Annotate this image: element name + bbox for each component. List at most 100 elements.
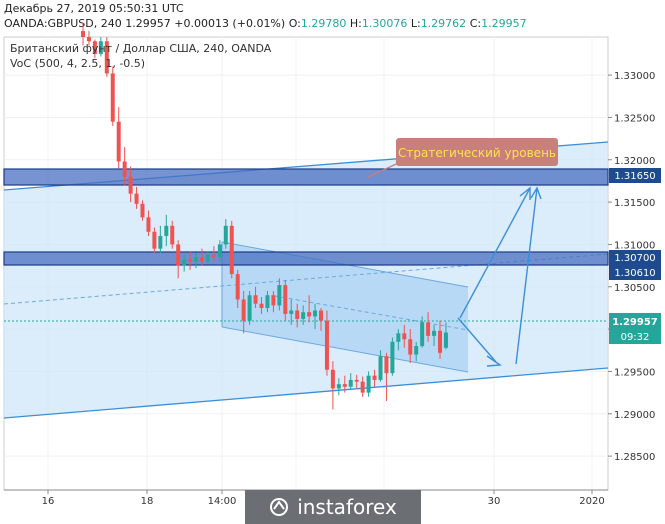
candle <box>336 378 341 396</box>
candle-body <box>86 37 91 42</box>
strategic-level-zone <box>3 168 609 186</box>
candle <box>438 320 442 359</box>
support-level-zone <box>3 251 609 266</box>
badge-countdown <box>609 329 661 344</box>
candle-body <box>443 332 448 348</box>
candle <box>348 373 353 391</box>
candle <box>390 337 395 376</box>
candle <box>324 310 329 376</box>
y-tick-label: 1.29500 <box>614 367 655 378</box>
candle <box>253 286 258 308</box>
candle <box>217 240 222 262</box>
candle <box>378 350 383 382</box>
candle <box>354 374 359 389</box>
candle-body <box>98 41 103 54</box>
candle <box>152 227 157 253</box>
x-tick-label: 16 <box>42 496 55 507</box>
open-label: O: <box>288 17 301 30</box>
candle-body <box>110 73 115 122</box>
x-tick-label: 18 <box>141 496 154 507</box>
badge-level-mid-top-text: 1.30700 <box>614 253 655 264</box>
candles-layer <box>81 22 448 410</box>
forecast-arrowhead-down <box>486 355 503 367</box>
candle-body <box>241 299 246 321</box>
candle <box>408 329 413 363</box>
candle-body <box>301 312 306 319</box>
candle-body <box>229 225 234 275</box>
badge-level-mid-top <box>609 250 661 265</box>
candle-body <box>205 254 210 262</box>
candle-body <box>170 225 175 245</box>
candle <box>289 299 294 325</box>
y-tick-label: 1.32000 <box>614 156 655 167</box>
y-tick-label: 1.29000 <box>614 410 655 421</box>
y-tick-label: 1.31000 <box>614 240 655 251</box>
candle-body <box>360 381 365 393</box>
candle <box>301 305 306 325</box>
candle-body <box>283 285 288 314</box>
symbol-label: OANDA:GBPUSD, 240 <box>4 17 122 30</box>
low-label: L: <box>410 17 421 30</box>
y-tick-label: 1.31500 <box>614 198 655 209</box>
candle-body <box>319 310 323 321</box>
candle-body <box>336 384 341 389</box>
instaforex-watermark: instaforex <box>245 490 421 524</box>
candle-body <box>402 333 407 340</box>
annotation-text: Стратегический уровень <box>398 146 556 160</box>
candle <box>307 295 312 323</box>
candle <box>182 254 187 272</box>
x-tick-label: 14:00 <box>208 496 237 507</box>
candle <box>414 341 419 362</box>
candle <box>384 352 389 402</box>
forecast-arrowhead-up-1 <box>519 186 531 200</box>
candle <box>319 307 323 331</box>
annotation-box <box>396 138 558 166</box>
chart-header: Декабрь 27, 2019 05:50:31 UTC OANDA:GBPU… <box>0 0 665 36</box>
candle-body <box>223 225 228 245</box>
candle-body <box>271 295 276 306</box>
candle-body <box>354 379 359 382</box>
high-value: 1.30076 <box>361 17 408 30</box>
candle <box>426 312 431 342</box>
badge-level-mid-bot <box>609 265 661 280</box>
candle <box>128 166 133 203</box>
candle <box>229 220 234 279</box>
candle <box>432 324 437 347</box>
candle <box>420 316 425 348</box>
candle-body <box>259 303 264 308</box>
watermark-text: instaforex <box>297 495 397 519</box>
candle <box>194 252 199 269</box>
badge-level-mid-bot-text: 1.30610 <box>614 268 655 279</box>
badge-level-high <box>609 168 661 183</box>
forecast-arrow-up-2 <box>515 187 538 365</box>
candle-body <box>330 369 335 389</box>
forecast-arrowhead-up-2 <box>530 186 542 200</box>
candle <box>81 22 85 46</box>
badge-level-high-text: 1.31650 <box>614 171 655 182</box>
candle-body <box>378 356 383 380</box>
candle-body <box>265 295 270 308</box>
candle-body <box>253 295 258 304</box>
candle-body <box>235 274 240 300</box>
candle <box>360 376 365 397</box>
candle-body <box>414 346 419 355</box>
indicator-label: VoC (500, 4, 2.5, 1, -0.5) <box>10 57 145 70</box>
candle-body <box>176 244 181 266</box>
candle-body <box>104 41 109 74</box>
candle <box>247 291 252 325</box>
candle-body <box>146 217 151 232</box>
candle <box>110 66 115 126</box>
candle-body <box>366 375 371 393</box>
candle-body <box>324 320 329 370</box>
candle-body <box>152 231 157 249</box>
low-value: 1.29762 <box>420 17 467 30</box>
candle-body <box>188 259 193 262</box>
forecast-arrow-down <box>457 317 497 363</box>
candle <box>443 322 448 350</box>
candle-body <box>372 375 377 380</box>
inner-median-dashed <box>274 295 469 331</box>
candle-body <box>116 121 121 162</box>
candle <box>223 219 228 249</box>
price-change: +0.00013 (+0.01%) <box>174 17 286 30</box>
